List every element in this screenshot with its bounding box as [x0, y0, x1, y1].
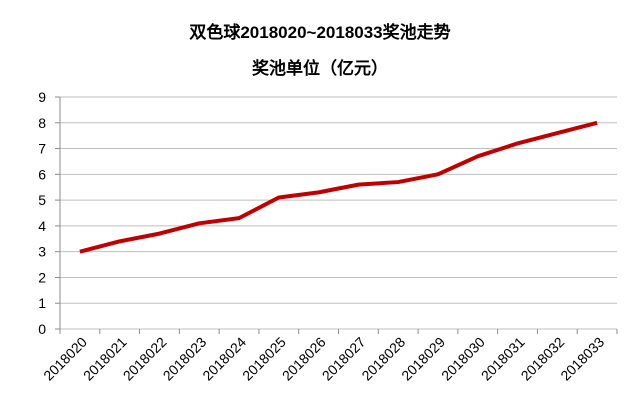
y-tick-label: 5	[38, 192, 46, 208]
x-tick-label: 2018033	[557, 334, 607, 384]
y-tick-label: 0	[38, 321, 46, 337]
y-tick-label: 7	[38, 141, 46, 157]
chart-subtitle: 奖池单位（亿元）	[252, 58, 388, 78]
y-tick-label: 8	[38, 115, 46, 131]
y-tick-label: 9	[38, 89, 46, 105]
y-tick-label: 1	[38, 295, 46, 311]
y-tick-label: 4	[38, 218, 46, 234]
y-tick-label: 2	[38, 269, 46, 285]
y-tick-label: 6	[38, 166, 46, 182]
y-tick-label: 3	[38, 244, 46, 260]
chart-title: 双色球2018020~2018033奖池走势	[189, 22, 450, 42]
data-line	[79, 120, 598, 254]
